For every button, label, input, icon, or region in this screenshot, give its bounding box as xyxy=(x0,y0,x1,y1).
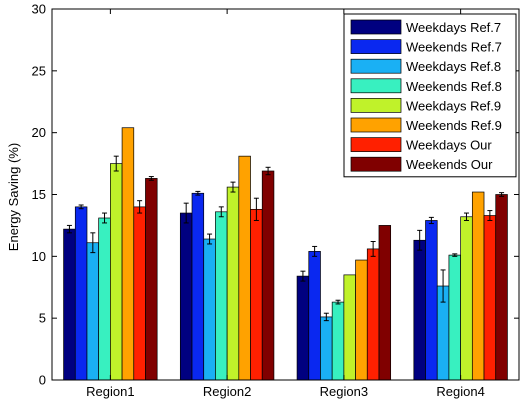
bar-region3-series-4 xyxy=(331,301,345,381)
legend-swatch-2 xyxy=(350,39,402,54)
y-axis-label: Energy Saving (%) xyxy=(6,143,21,251)
error-bar-region1-series-7 xyxy=(137,200,143,214)
error-bar-region2-series-3 xyxy=(207,233,213,245)
y-tick-label-5: 5 xyxy=(39,311,46,326)
legend-swatch-7 xyxy=(350,137,402,152)
y-tick-label-10: 10 xyxy=(32,249,46,264)
error-bar-region1-series-2 xyxy=(78,204,84,210)
error-bar-region2-series-7 xyxy=(253,197,259,221)
x-tick-label-region2: Region2 xyxy=(203,384,251,399)
bar-region3-series-6 xyxy=(355,259,368,381)
bar-region2-series-3 xyxy=(203,238,216,381)
error-bar-region4-series-8 xyxy=(499,192,505,197)
error-bar-region1-series-3 xyxy=(90,232,96,254)
bar-region4-series-6 xyxy=(471,191,485,381)
error-bar-region4-series-3 xyxy=(440,269,446,303)
legend-label-4: Weekends Ref.8 xyxy=(406,79,502,94)
axes-layer: Region1 Region2 Region3 Region4 0 5 10 15 20 25 30 xyxy=(32,2,520,399)
bar-region2-series-2 xyxy=(191,192,205,381)
legend-swatch-5 xyxy=(350,98,402,113)
bar-region3-series-2 xyxy=(308,251,321,381)
bar-region4-series-7 xyxy=(483,215,497,381)
y-tick-label-30: 30 xyxy=(32,2,46,17)
bar-region3-series-5 xyxy=(343,274,356,381)
error-bar-region4-series-7 xyxy=(487,210,493,221)
bar-region1-series-6 xyxy=(121,127,135,381)
legend-swatch-1 xyxy=(350,19,402,35)
bar-region2-series-8 xyxy=(261,170,275,381)
error-bar-region4-series-1 xyxy=(417,229,423,251)
bar-region3-series-7 xyxy=(366,248,380,381)
error-bar-region3-series-3 xyxy=(323,312,329,322)
bar-region4-series-2 xyxy=(425,220,438,381)
legend-swatch-3 xyxy=(350,58,402,74)
error-bar-region4-series-2 xyxy=(428,216,434,225)
bar-region4-series-4 xyxy=(448,254,461,381)
legend-swatch-4 xyxy=(350,78,402,94)
legend-label-5: Weekdays Ref.9 xyxy=(406,98,501,113)
bar-region2-series-4 xyxy=(215,211,228,381)
bar-region4-series-1 xyxy=(413,239,426,381)
error-bar-region4-series-4 xyxy=(452,253,458,257)
error-bar-region2-series-4 xyxy=(218,206,224,218)
bar-region1-series-2 xyxy=(74,206,88,381)
error-bar-region2-series-8 xyxy=(265,166,271,176)
bar-region3-series-3 xyxy=(320,316,333,381)
legend-label-3: Weekdays Ref.8 xyxy=(406,59,501,74)
bar-region1-series-7 xyxy=(133,206,146,381)
legend-label-2: Weekends Ref.7 xyxy=(406,40,502,55)
bar-region3-series-1 xyxy=(296,275,310,381)
x-tick-label-region3: Region3 xyxy=(320,384,368,399)
bar-region2-series-6 xyxy=(238,155,251,381)
y-tick-label-15: 15 xyxy=(32,187,46,202)
legend-label-6: Weekends Ref.9 xyxy=(406,118,502,133)
error-bar-region3-series-2 xyxy=(312,245,318,257)
bar-region1-series-4 xyxy=(98,217,111,381)
legend-swatch-6 xyxy=(350,117,402,133)
y-tick-label-25: 25 xyxy=(32,63,46,78)
error-bar-region2-series-5 xyxy=(230,181,236,193)
bar-region1-series-1 xyxy=(63,228,76,381)
legend-label-7: Weekdays Our xyxy=(406,138,492,153)
legend-label-8: Weekends Our xyxy=(406,157,493,172)
error-bar-region2-series-1 xyxy=(183,202,189,224)
legend-label-1: Weekdays Ref.7 xyxy=(406,20,501,35)
bar-region2-series-1 xyxy=(179,212,193,381)
bar-region3-series-8 xyxy=(378,225,392,381)
bar-region1-series-3 xyxy=(86,242,100,381)
error-bar-region2-series-2 xyxy=(195,190,201,196)
legend: Weekdays Ref.7 Weekends Ref.7 Weekdays Ref… xyxy=(343,13,517,178)
bar-region4-series-5 xyxy=(460,216,473,381)
error-bar-region1-series-1 xyxy=(66,224,72,234)
error-bar-region1-series-4 xyxy=(102,212,108,224)
x-tick-label-region4: Region4 xyxy=(436,384,484,399)
y-tick-label-0: 0 xyxy=(39,373,46,388)
legend-swatch-8 xyxy=(350,156,402,172)
error-bar-region3-series-4 xyxy=(335,299,341,305)
error-bar-region3-series-1 xyxy=(300,270,306,282)
error-bar-region1-series-5 xyxy=(113,155,119,172)
y-tick-label-20: 20 xyxy=(32,125,46,140)
error-bar-region4-series-5 xyxy=(463,212,469,221)
x-tick-label-region1: Region1 xyxy=(86,384,134,399)
bar-region2-series-5 xyxy=(226,186,240,381)
error-bar-region1-series-8 xyxy=(148,176,154,181)
bar-region1-series-5 xyxy=(110,163,123,381)
bar-region1-series-8 xyxy=(145,178,158,381)
bar-region2-series-7 xyxy=(250,208,263,381)
error-bar-region3-series-7 xyxy=(370,240,376,257)
bars-layer xyxy=(63,127,508,381)
bar-region4-series-8 xyxy=(495,194,508,381)
